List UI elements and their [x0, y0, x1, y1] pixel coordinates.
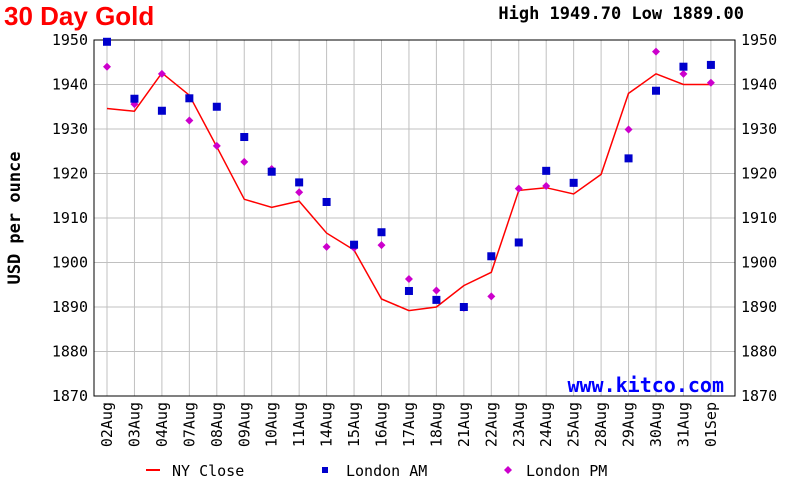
grid-layer: [94, 39, 735, 397]
x-tick-label: 02Aug: [98, 402, 116, 447]
plot-border: [93, 39, 736, 397]
y-tick-label-left: 1880: [52, 343, 88, 361]
x-tick-label: 04Aug: [153, 402, 171, 447]
london-pm-point: [240, 157, 249, 166]
y-tick-label-left: 1920: [52, 165, 88, 183]
london-pm-point: [624, 125, 633, 134]
x-tick-label: 30Aug: [647, 402, 665, 447]
legend-ny-close-label: NY Close: [172, 462, 244, 478]
london-am-point: [514, 238, 523, 247]
y-tick-label-left: 1940: [52, 76, 88, 94]
london-am-point: [569, 178, 578, 187]
x-tick-label: 03Aug: [125, 402, 143, 447]
y-tick-label-right: 1940: [741, 76, 777, 94]
legend-london-am-label: London AM: [346, 462, 427, 478]
y-tick-label-left: 1910: [52, 209, 88, 227]
x-tick-label: 07Aug: [180, 402, 198, 447]
y-tick-labels: 1870 1870 1880 1880 1890 1890 1900 1900 1910 1910…: [52, 31, 777, 405]
x-tick-label: 16Aug: [373, 402, 391, 447]
london-pm-point: [514, 184, 523, 193]
series-layer: [103, 37, 715, 312]
legend: NY Close London AM London PM: [146, 462, 607, 478]
x-tick-label: 15Aug: [345, 402, 363, 447]
x-tick-label: 10Aug: [263, 402, 281, 447]
x-tick-label: 18Aug: [427, 402, 445, 447]
london-am-point: [185, 94, 194, 103]
london-am-point: [103, 37, 111, 46]
london-pm-point: [185, 116, 194, 125]
london-am-point: [542, 166, 551, 175]
london-am-point: [240, 133, 249, 142]
london-am-point: [350, 240, 359, 249]
london-pm-point: [404, 274, 413, 283]
x-tick-label: 08Aug: [208, 402, 226, 447]
y-tick-label-left: 1870: [52, 387, 88, 405]
x-tick-label: 01Sep: [702, 402, 720, 447]
x-tick-label: 23Aug: [510, 402, 528, 447]
y-tick-label-right: 1880: [741, 343, 777, 361]
london-am-point: [267, 167, 276, 176]
london-am-point: [706, 60, 715, 69]
london-pm-point: [212, 141, 221, 150]
y-tick-label-left: 1930: [52, 120, 88, 138]
london-am-point: [377, 228, 386, 237]
london-am-point: [679, 62, 688, 71]
y-axis-label: USD per ounce: [5, 151, 25, 284]
ny-close-line: [106, 71, 711, 312]
y-tick-label-right: 1950: [741, 31, 777, 49]
x-tick-label: 09Aug: [235, 402, 253, 447]
london-am-point: [130, 94, 139, 103]
chart-title: 30 Day Gold: [4, 1, 155, 31]
x-tick-label: 21Aug: [455, 402, 473, 447]
london-am-point: [322, 197, 331, 206]
london-pm-point: [157, 69, 166, 78]
y-tick-label-left: 1890: [52, 298, 88, 316]
y-tick-label-right: 1920: [741, 165, 777, 183]
x-tick-label: 28Aug: [592, 402, 610, 447]
high-low-readout: High 1949.70 Low 1889.00: [498, 4, 744, 24]
x-tick-labels: 02Aug 03Aug 04Aug 07Aug 08Aug 09Aug 10Aug 11Aug…: [98, 402, 720, 447]
london-am-point: [404, 286, 413, 295]
london-pm-point: [432, 286, 441, 295]
y-tick-label-right: 1930: [741, 120, 777, 138]
y-tick-label-right: 1890: [741, 298, 777, 316]
london-am-point: [212, 102, 221, 111]
x-tick-label: 25Aug: [565, 402, 583, 447]
y-tick-label-left: 1900: [52, 254, 88, 272]
london-am-point: [624, 154, 633, 163]
y-tick-label-right: 1900: [741, 254, 777, 272]
london-am-point: [652, 86, 660, 95]
london-pm-point: [652, 47, 660, 56]
x-tick-label: 22Aug: [482, 402, 500, 447]
x-tick-label: 11Aug: [290, 402, 308, 447]
london-pm-point: [679, 69, 688, 78]
london-am-point: [432, 295, 441, 304]
x-tick-label: 24Aug: [537, 402, 555, 447]
legend-london-am-swatch: [322, 467, 328, 473]
y-tick-label-right: 1910: [741, 209, 777, 227]
watermark: www.kitco.com: [567, 373, 724, 397]
x-tick-label: 31Aug: [674, 402, 692, 447]
x-tick-label: 17Aug: [400, 402, 418, 447]
x-tick-label: 14Aug: [318, 402, 336, 447]
london-pm-point: [322, 242, 331, 251]
london-pm-point: [542, 181, 551, 190]
london-pm-point: [706, 78, 715, 87]
london-am-point: [459, 303, 468, 311]
legend-london-pm-swatch: [504, 466, 512, 474]
london-am-point: [295, 178, 304, 187]
london-pm-point: [103, 62, 111, 71]
london-pm-point: [377, 241, 386, 250]
y-tick-label-left: 1950: [52, 31, 88, 49]
legend-london-pm-label: London PM: [526, 462, 607, 478]
x-tick-label: 29Aug: [620, 402, 638, 447]
london-am-point: [157, 106, 166, 115]
y-tick-label-right: 1870: [741, 387, 777, 405]
london-pm-point: [295, 188, 304, 197]
london-am-point: [487, 252, 496, 261]
london-pm-point: [487, 292, 496, 301]
